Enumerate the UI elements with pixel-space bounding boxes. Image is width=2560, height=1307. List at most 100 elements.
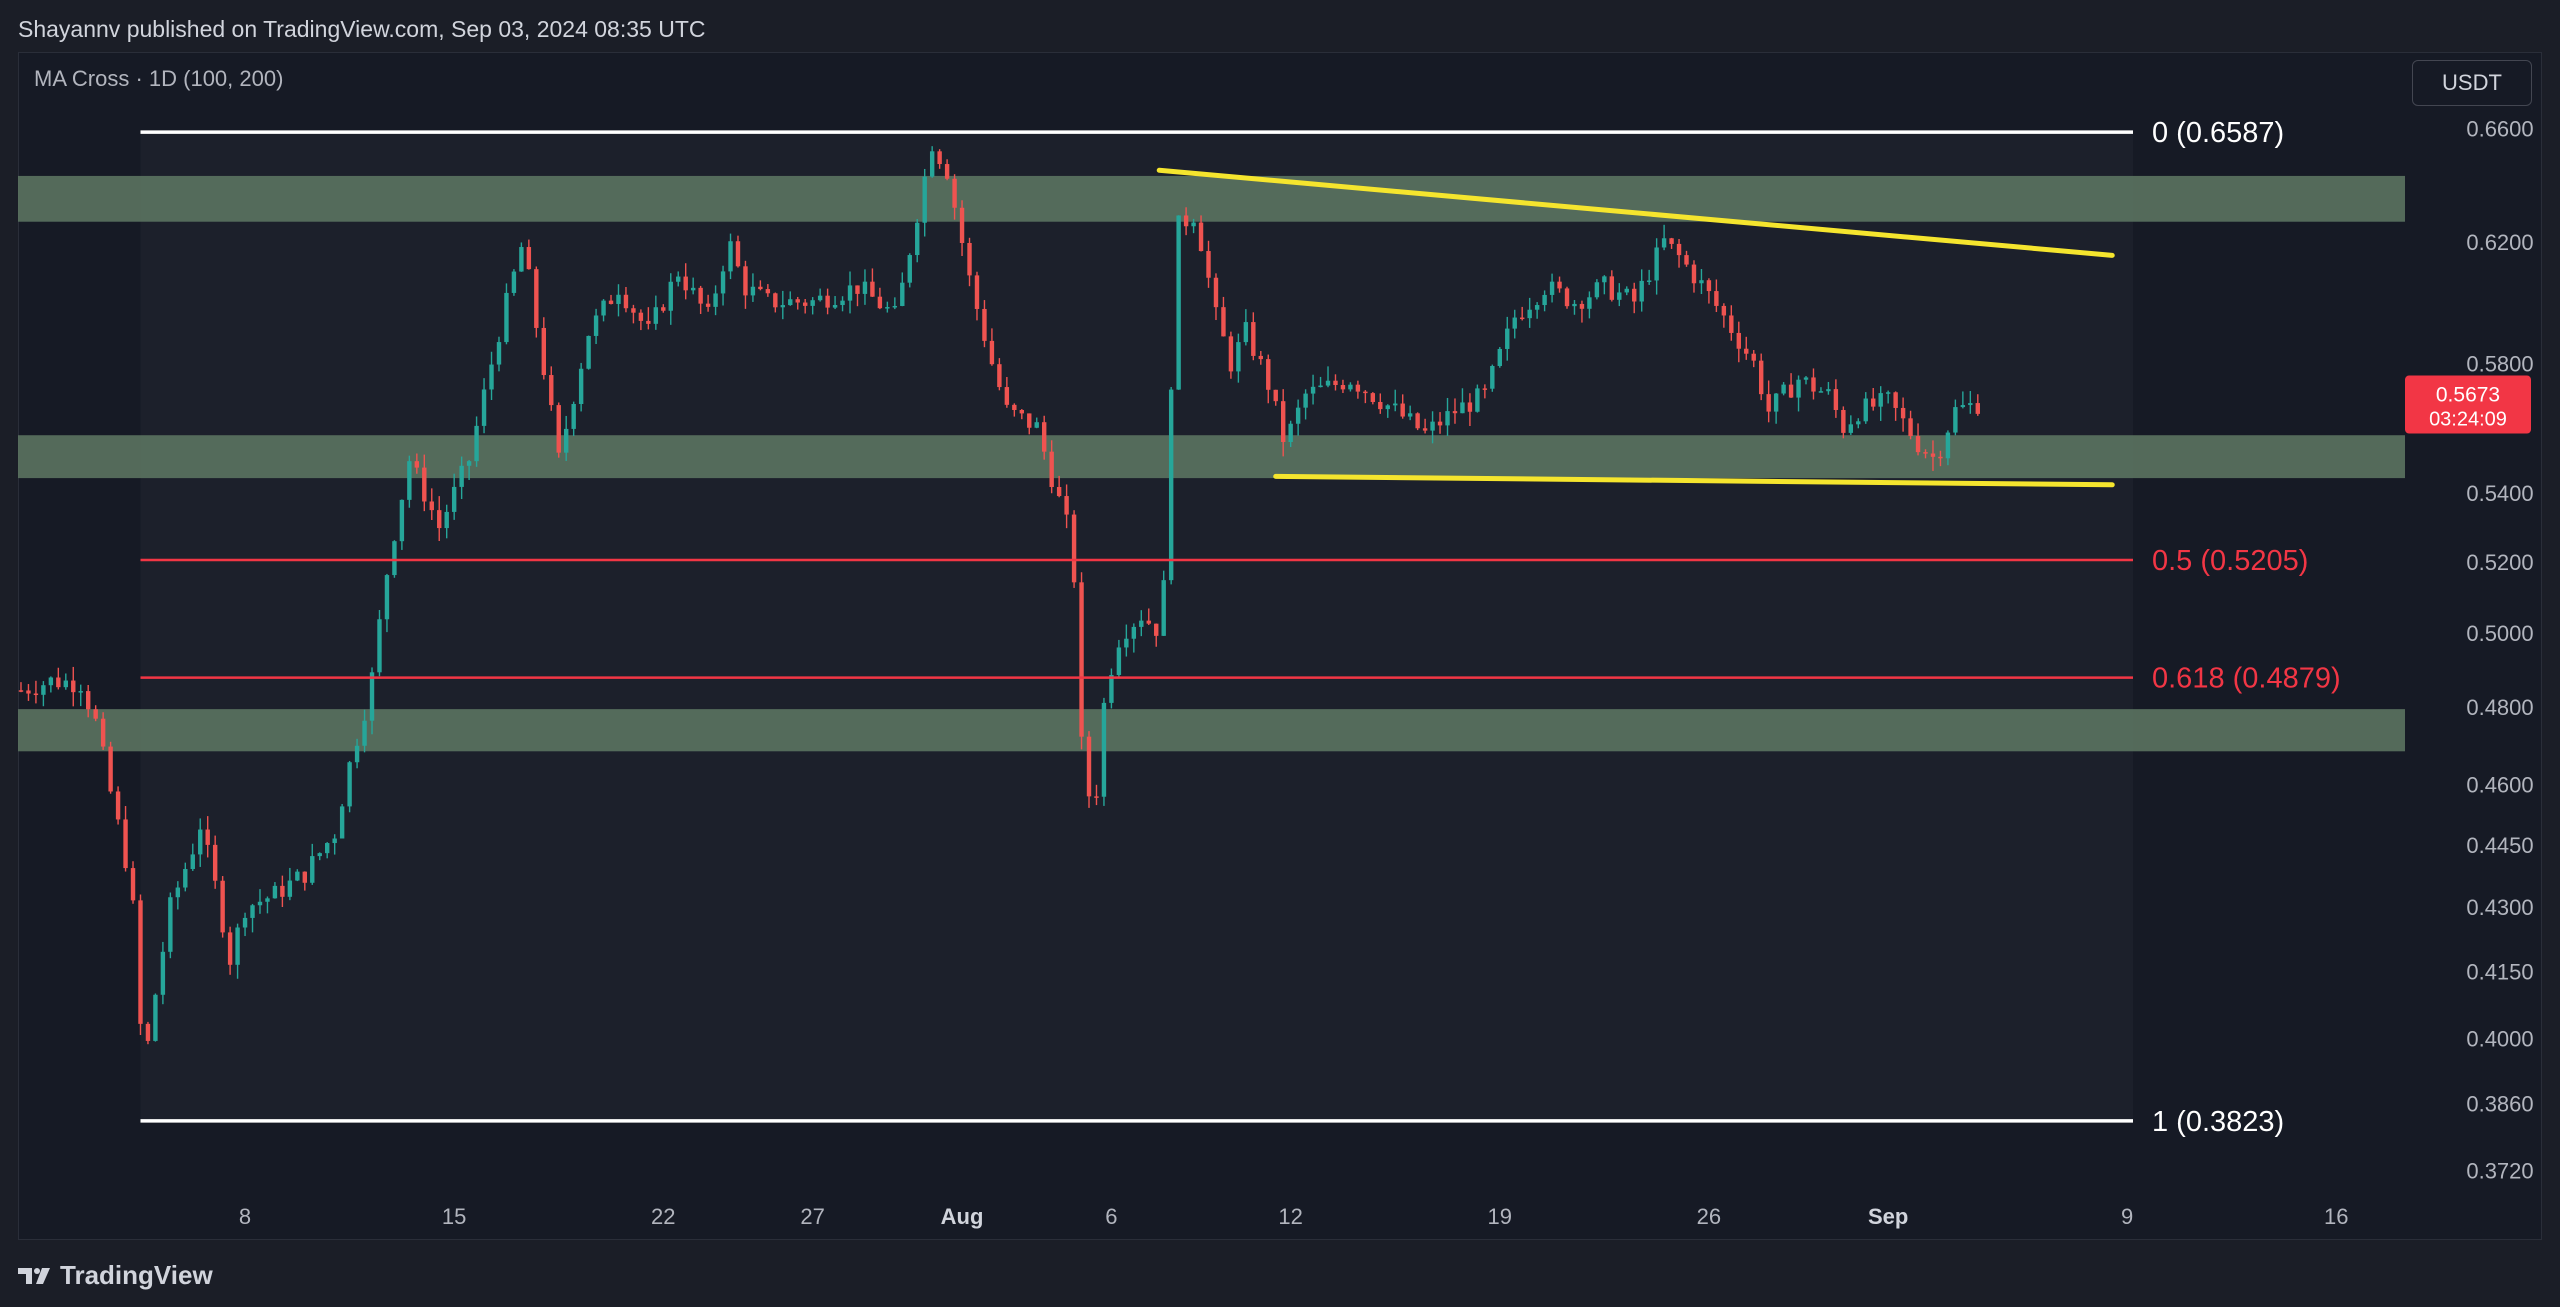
candle-body (18, 690, 24, 692)
candle-body (705, 303, 711, 307)
candle-body (175, 887, 181, 898)
price-axis-label: 0.6200 (2466, 230, 2533, 255)
candle-body (1773, 393, 1779, 412)
candle-body (347, 762, 352, 807)
candle-body (944, 164, 950, 179)
price-axis-label: 0.4450 (2466, 833, 2533, 858)
fib-background (140, 132, 2134, 1121)
candle-body (922, 176, 927, 223)
candle-body (1803, 377, 1809, 380)
candle-body (354, 745, 360, 763)
candle-body (325, 843, 330, 854)
candle-body (1161, 580, 1166, 636)
tradingview-logo[interactable]: TradingView (18, 1260, 213, 1291)
candle-body (26, 690, 31, 694)
candle-body (571, 404, 576, 429)
price-axis-label: 0.5200 (2466, 550, 2533, 575)
current-price-value: 0.5673 (2436, 384, 2500, 407)
price-axis-label: 0.5400 (2466, 481, 2533, 506)
candle-body (1437, 421, 1443, 426)
candle-body (392, 541, 397, 576)
candle-body (302, 871, 307, 883)
candle-body (1004, 387, 1010, 405)
candle-body (564, 428, 569, 453)
candle-body (773, 293, 778, 308)
support-resistance-zone (18, 435, 2405, 479)
candle-body (481, 389, 487, 426)
candle-body (1034, 422, 1039, 428)
candle-body (810, 300, 815, 306)
candle-body (71, 680, 76, 693)
candle-body (1968, 403, 1973, 406)
candle-body (1124, 638, 1129, 648)
fib-level-label: 1 (0.3823) (2152, 1106, 2284, 1138)
candle-body (1310, 386, 1316, 394)
candle-body (676, 276, 681, 282)
candle-body (399, 499, 405, 542)
candle-body (1796, 379, 1801, 398)
price-axis-label: 0.4150 (2466, 960, 2533, 985)
candle-body (339, 806, 345, 839)
time-axis-label: Aug (941, 1204, 984, 1229)
candle-body (1893, 392, 1898, 408)
candle-body (93, 709, 98, 719)
price-axis-label: 0.4600 (2466, 773, 2533, 798)
candle-body (915, 222, 920, 256)
candle-body (743, 266, 748, 296)
candle-body (1415, 413, 1420, 429)
candle-body (265, 898, 270, 902)
candle-body (1519, 317, 1525, 320)
candle-body (1042, 422, 1047, 452)
candle-body (1557, 281, 1562, 289)
candle-body (1661, 238, 1667, 248)
candle-body (123, 819, 128, 869)
candle-body (646, 320, 651, 324)
candle-body (1714, 291, 1719, 306)
candle-body (1183, 215, 1189, 227)
candle-body (616, 294, 621, 304)
candle-body (130, 868, 136, 901)
candle-body (608, 300, 614, 304)
candle-body (220, 880, 225, 933)
candle-body (414, 461, 420, 468)
candle-body (1699, 280, 1704, 284)
candle-body (1490, 365, 1495, 389)
candle-body (519, 247, 524, 272)
candle-body (1198, 222, 1204, 252)
candle-body (1788, 384, 1794, 398)
candle-body (997, 364, 1002, 388)
candle-body (1236, 342, 1241, 372)
candle-body (1355, 384, 1361, 392)
candle-body (1564, 288, 1570, 307)
support-resistance-zone (18, 709, 2405, 752)
candle-body (1056, 487, 1062, 497)
candle-body (1639, 280, 1644, 302)
candle-body (444, 511, 449, 529)
trendline (1156, 167, 2115, 258)
indicator-legend[interactable]: MA Cross · 1D (100, 200) (34, 66, 284, 91)
candle-body (474, 425, 479, 462)
currency-button[interactable]: USDT (2412, 60, 2532, 106)
candle-body (862, 281, 868, 294)
candle-body (1467, 402, 1473, 412)
candle-body (1168, 389, 1174, 581)
current-price-countdown: 03:24:09 (2429, 409, 2507, 431)
candle-body (1915, 436, 1921, 453)
candle-body (758, 286, 763, 290)
time-axis-label: 9 (2121, 1204, 2133, 1229)
candle-body (1706, 280, 1712, 292)
candle-body (593, 315, 599, 336)
candle-body (115, 791, 121, 820)
candle-body (1818, 391, 1824, 393)
candle-body (1295, 407, 1301, 424)
candle-body (803, 302, 808, 306)
candle-body (1691, 264, 1697, 284)
current-price-tag (2405, 375, 2531, 434)
candle-body (183, 869, 188, 888)
candle-body (1654, 247, 1659, 281)
candle-body (1221, 307, 1226, 337)
candle-body (788, 299, 793, 306)
candle-body (526, 247, 532, 270)
candle-body (1617, 292, 1622, 300)
